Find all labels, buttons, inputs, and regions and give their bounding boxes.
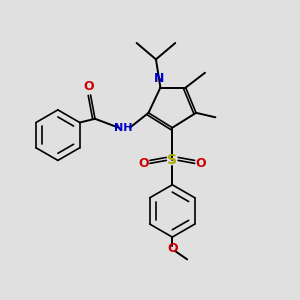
Text: N: N bbox=[154, 72, 164, 85]
Text: O: O bbox=[167, 242, 178, 255]
Text: O: O bbox=[138, 157, 149, 170]
Text: O: O bbox=[84, 80, 94, 93]
Text: O: O bbox=[196, 157, 206, 170]
Text: NH: NH bbox=[114, 123, 133, 133]
Text: S: S bbox=[167, 153, 177, 167]
